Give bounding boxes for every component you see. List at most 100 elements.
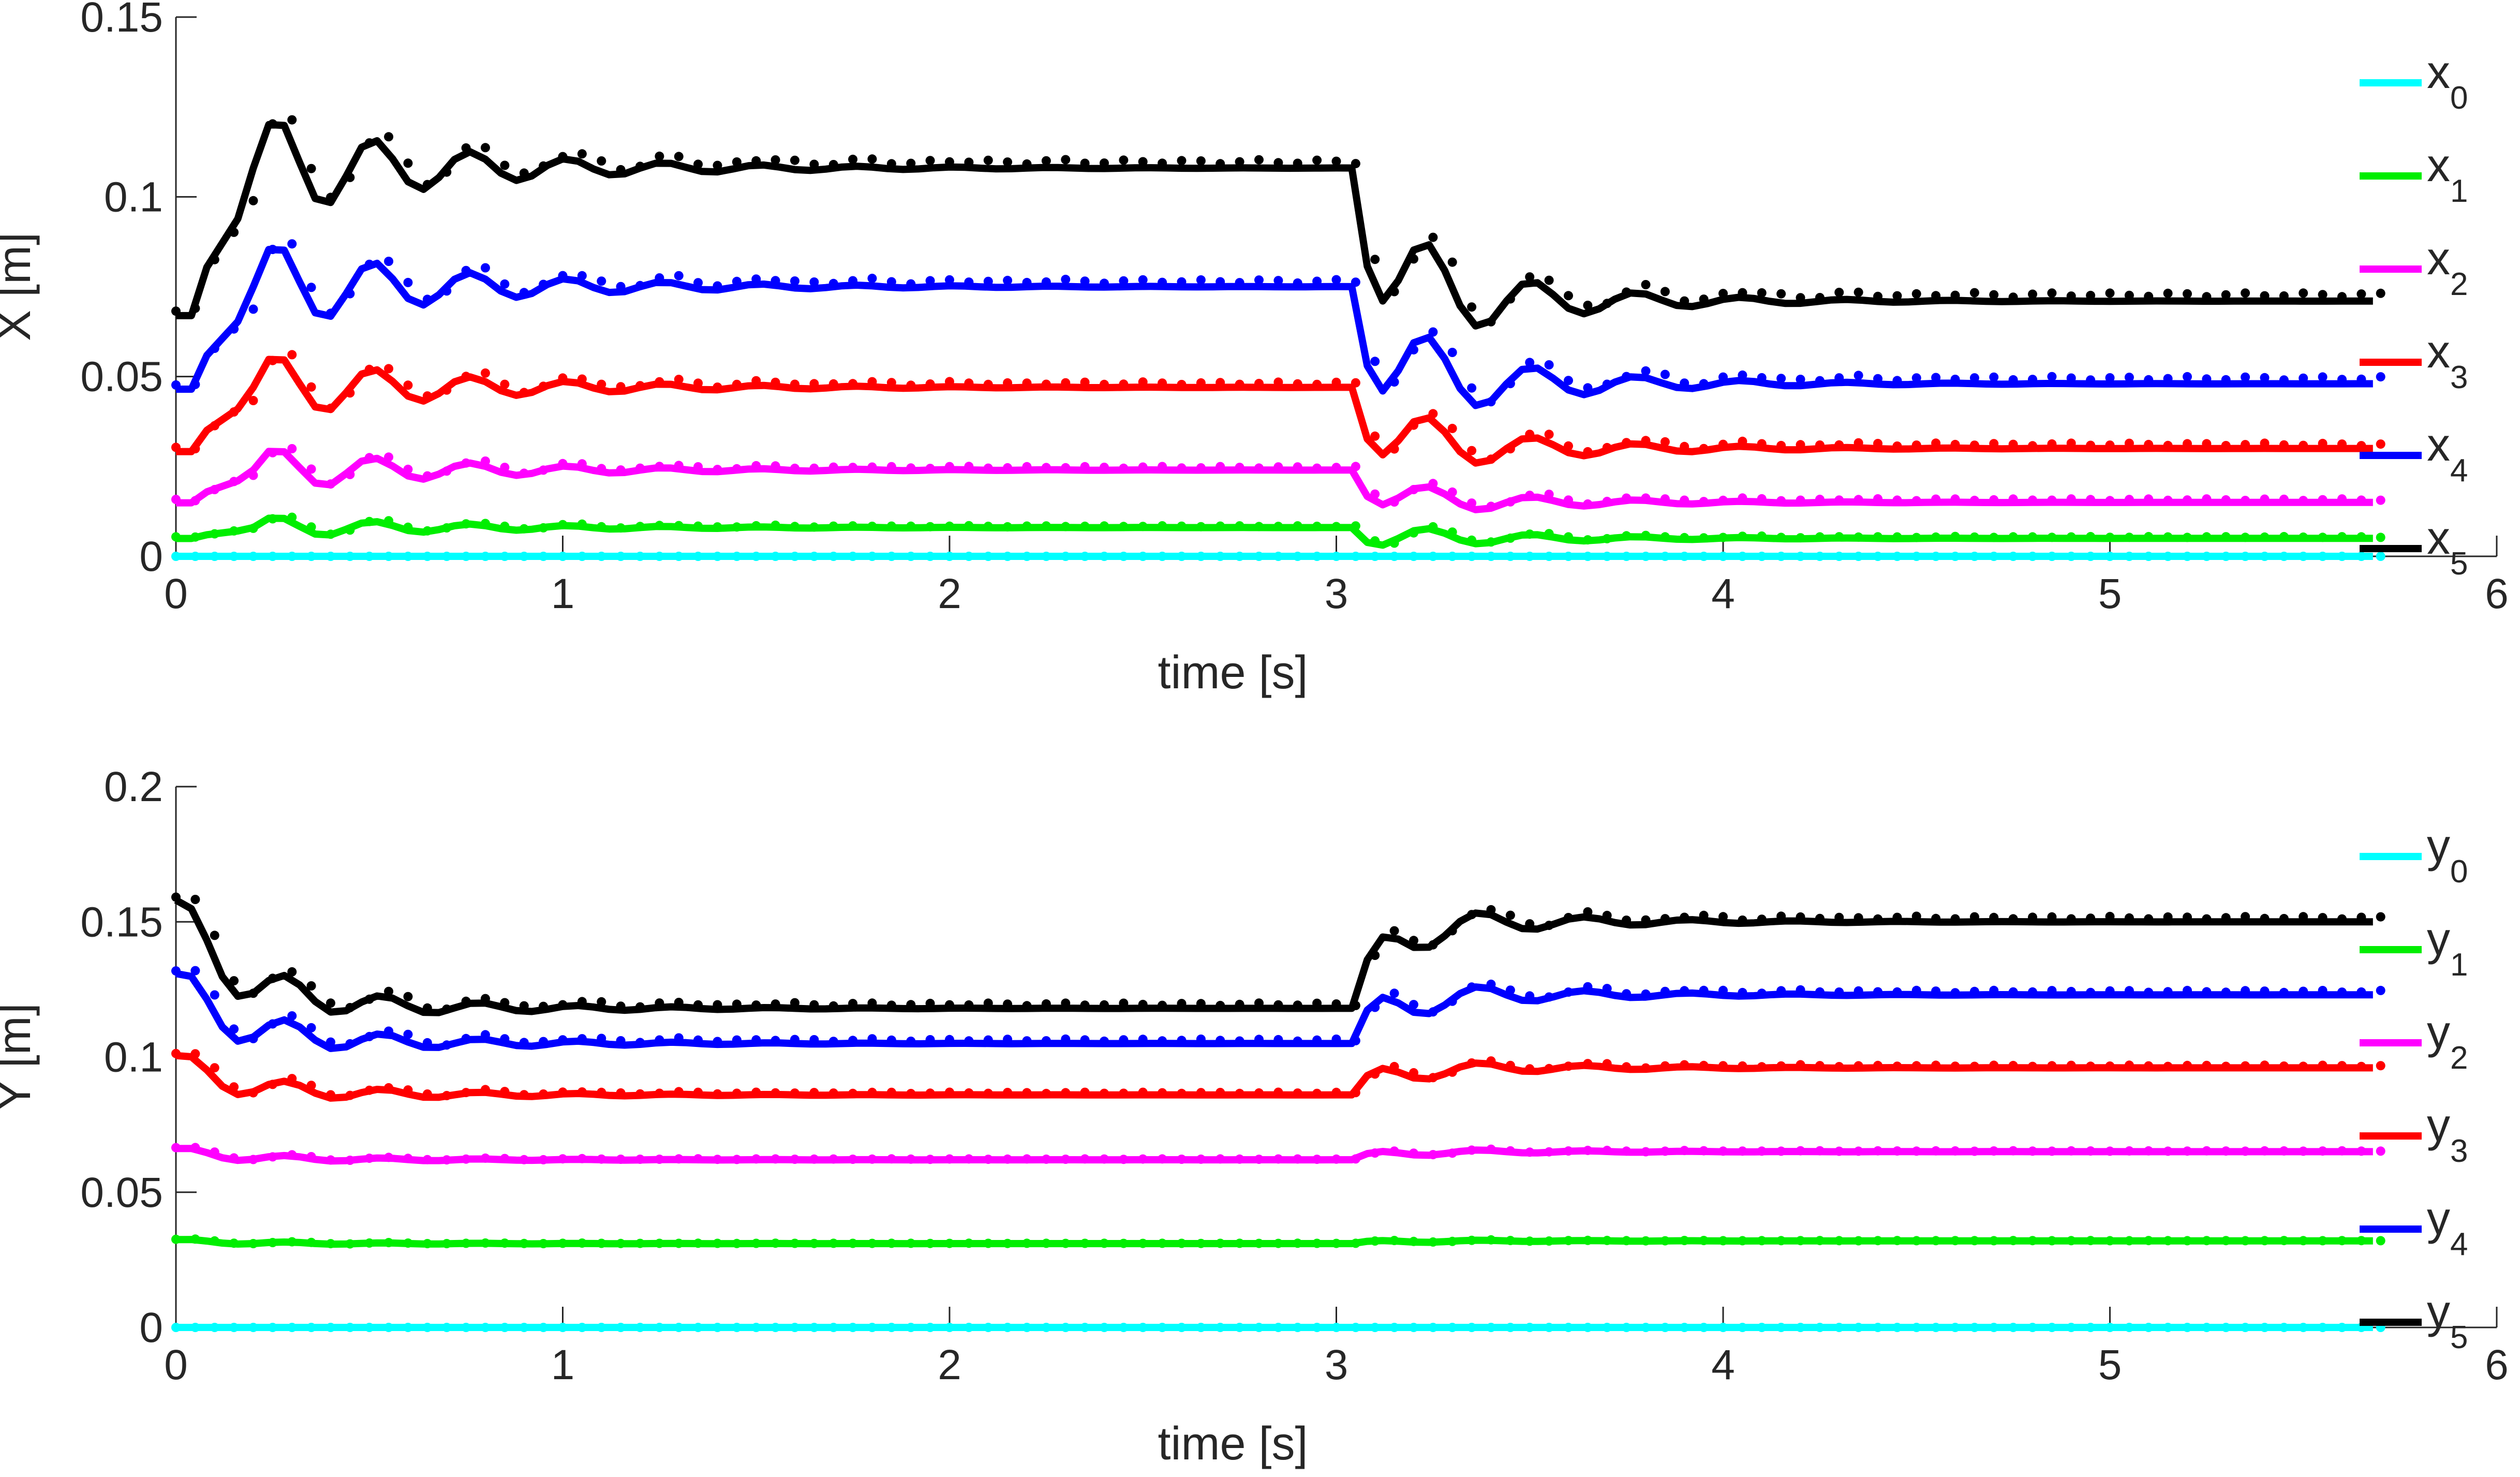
series-point-y5 [248,988,258,998]
series-point-x3 [770,377,780,387]
series-point-x3 [867,377,877,387]
series-point-y4 [1583,982,1593,992]
series-point-x2 [2144,494,2154,504]
series-point-x1 [1892,532,1902,542]
series-point-x2 [616,465,626,475]
series-point-y5 [1641,915,1651,925]
series-point-x5 [2279,291,2289,301]
series-point-y5 [1602,910,1612,920]
series-point-x4 [693,278,703,288]
series-point-x3 [287,350,297,360]
series-point-y2 [1351,1154,1360,1164]
series-point-x3 [964,378,974,388]
series-point-x3 [790,379,799,389]
series-point-x4 [1254,275,1264,285]
legend-label-y4: y4 [2427,1193,2468,1262]
series-point-y1 [751,1238,761,1248]
series-point-x4 [1351,277,1360,287]
series-point-y0 [1254,1323,1264,1332]
series-point-x3 [886,378,896,388]
series-point-x4 [1892,376,1902,386]
series-point-x1 [1331,522,1341,531]
series-line-x3 [176,356,2373,467]
series-point-x3 [1564,441,1573,451]
series-point-y5 [597,997,606,1007]
series-point-x0 [1525,552,1535,561]
series-point-y5 [2318,913,2328,923]
series-point-y3 [2260,1060,2270,1070]
series-point-x2 [1467,498,1477,508]
series-point-y4 [1622,989,1632,999]
series-point-y2 [384,1153,394,1162]
series-point-x3 [306,382,316,392]
series-point-y3 [481,1085,490,1095]
series-point-x5 [1254,155,1264,165]
series-point-y1 [1293,1238,1302,1248]
series-point-y3 [1370,1069,1380,1079]
series-point-y4 [1815,987,1825,997]
series-point-x5 [306,164,316,173]
series-point-x3 [983,379,993,389]
series-point-x2 [326,479,335,489]
series-point-y0 [1892,1323,1902,1332]
series-point-x2 [2047,495,2057,505]
series-point-y5 [790,998,799,1008]
series-point-x1 [1428,522,1438,531]
series-point-x3 [732,379,742,389]
series-point-x5 [2144,291,2154,301]
series-point-y0 [1273,1323,1283,1332]
series-point-x2 [1196,463,1206,472]
series-point-x1 [1525,529,1535,539]
x-tick-label: 4 [1711,1341,1735,1389]
series-point-x0 [2279,552,2289,561]
series-point-x2 [1641,493,1651,503]
series-point-y0 [2144,1323,2154,1332]
series-point-y0 [886,1323,896,1332]
series-point-x2 [1660,494,1670,504]
series-point-x4 [2124,373,2134,382]
series-point-x4 [1428,327,1438,337]
series-point-y3 [1022,1088,1032,1098]
series-point-y4 [1061,1034,1071,1044]
series-point-x5 [1660,287,1670,297]
series-point-x3 [828,379,838,389]
series-point-x4 [751,274,761,284]
series-point-x4 [1757,373,1767,382]
series-point-x0 [2337,552,2347,561]
series-point-x1 [2337,532,2347,542]
series-point-x0 [1931,552,1941,561]
series-point-y2 [1544,1147,1554,1157]
series-point-y5 [2183,912,2192,922]
series-point-y1 [190,1234,200,1244]
series-point-y3 [1931,1060,1941,1070]
series-point-y3 [1428,1073,1438,1083]
series-point-y4 [2163,987,2173,997]
series-point-y3 [848,1088,858,1098]
series-point-x2 [983,463,993,473]
series-point-x4 [2202,374,2212,384]
series-point-y3 [1564,1061,1573,1071]
series-point-x1 [2202,532,2212,542]
series-point-y5 [539,1001,549,1011]
series-point-x0 [1989,552,1999,561]
series-point-x1 [616,523,626,533]
series-point-x2 [2376,495,2385,505]
series-point-y0 [1041,1323,1051,1332]
series-point-x1 [577,519,587,529]
series-point-x2 [1544,490,1554,499]
series-point-y2 [2318,1146,2328,1156]
series-point-x5 [2260,291,2270,301]
series-point-y2 [1389,1146,1399,1156]
series-point-x0 [1003,552,1013,561]
series-point-x5 [945,157,954,167]
series-point-y3 [1467,1058,1477,1068]
series-point-y5 [1892,912,1902,922]
series-point-x3 [2105,440,2115,450]
series-point-y2 [345,1156,355,1165]
series-point-y4 [1796,985,1805,995]
series-point-y5 [1409,936,1418,946]
series-point-y3 [2241,1061,2250,1071]
series-point-x5 [1564,291,1573,301]
series-point-x0 [326,552,335,561]
